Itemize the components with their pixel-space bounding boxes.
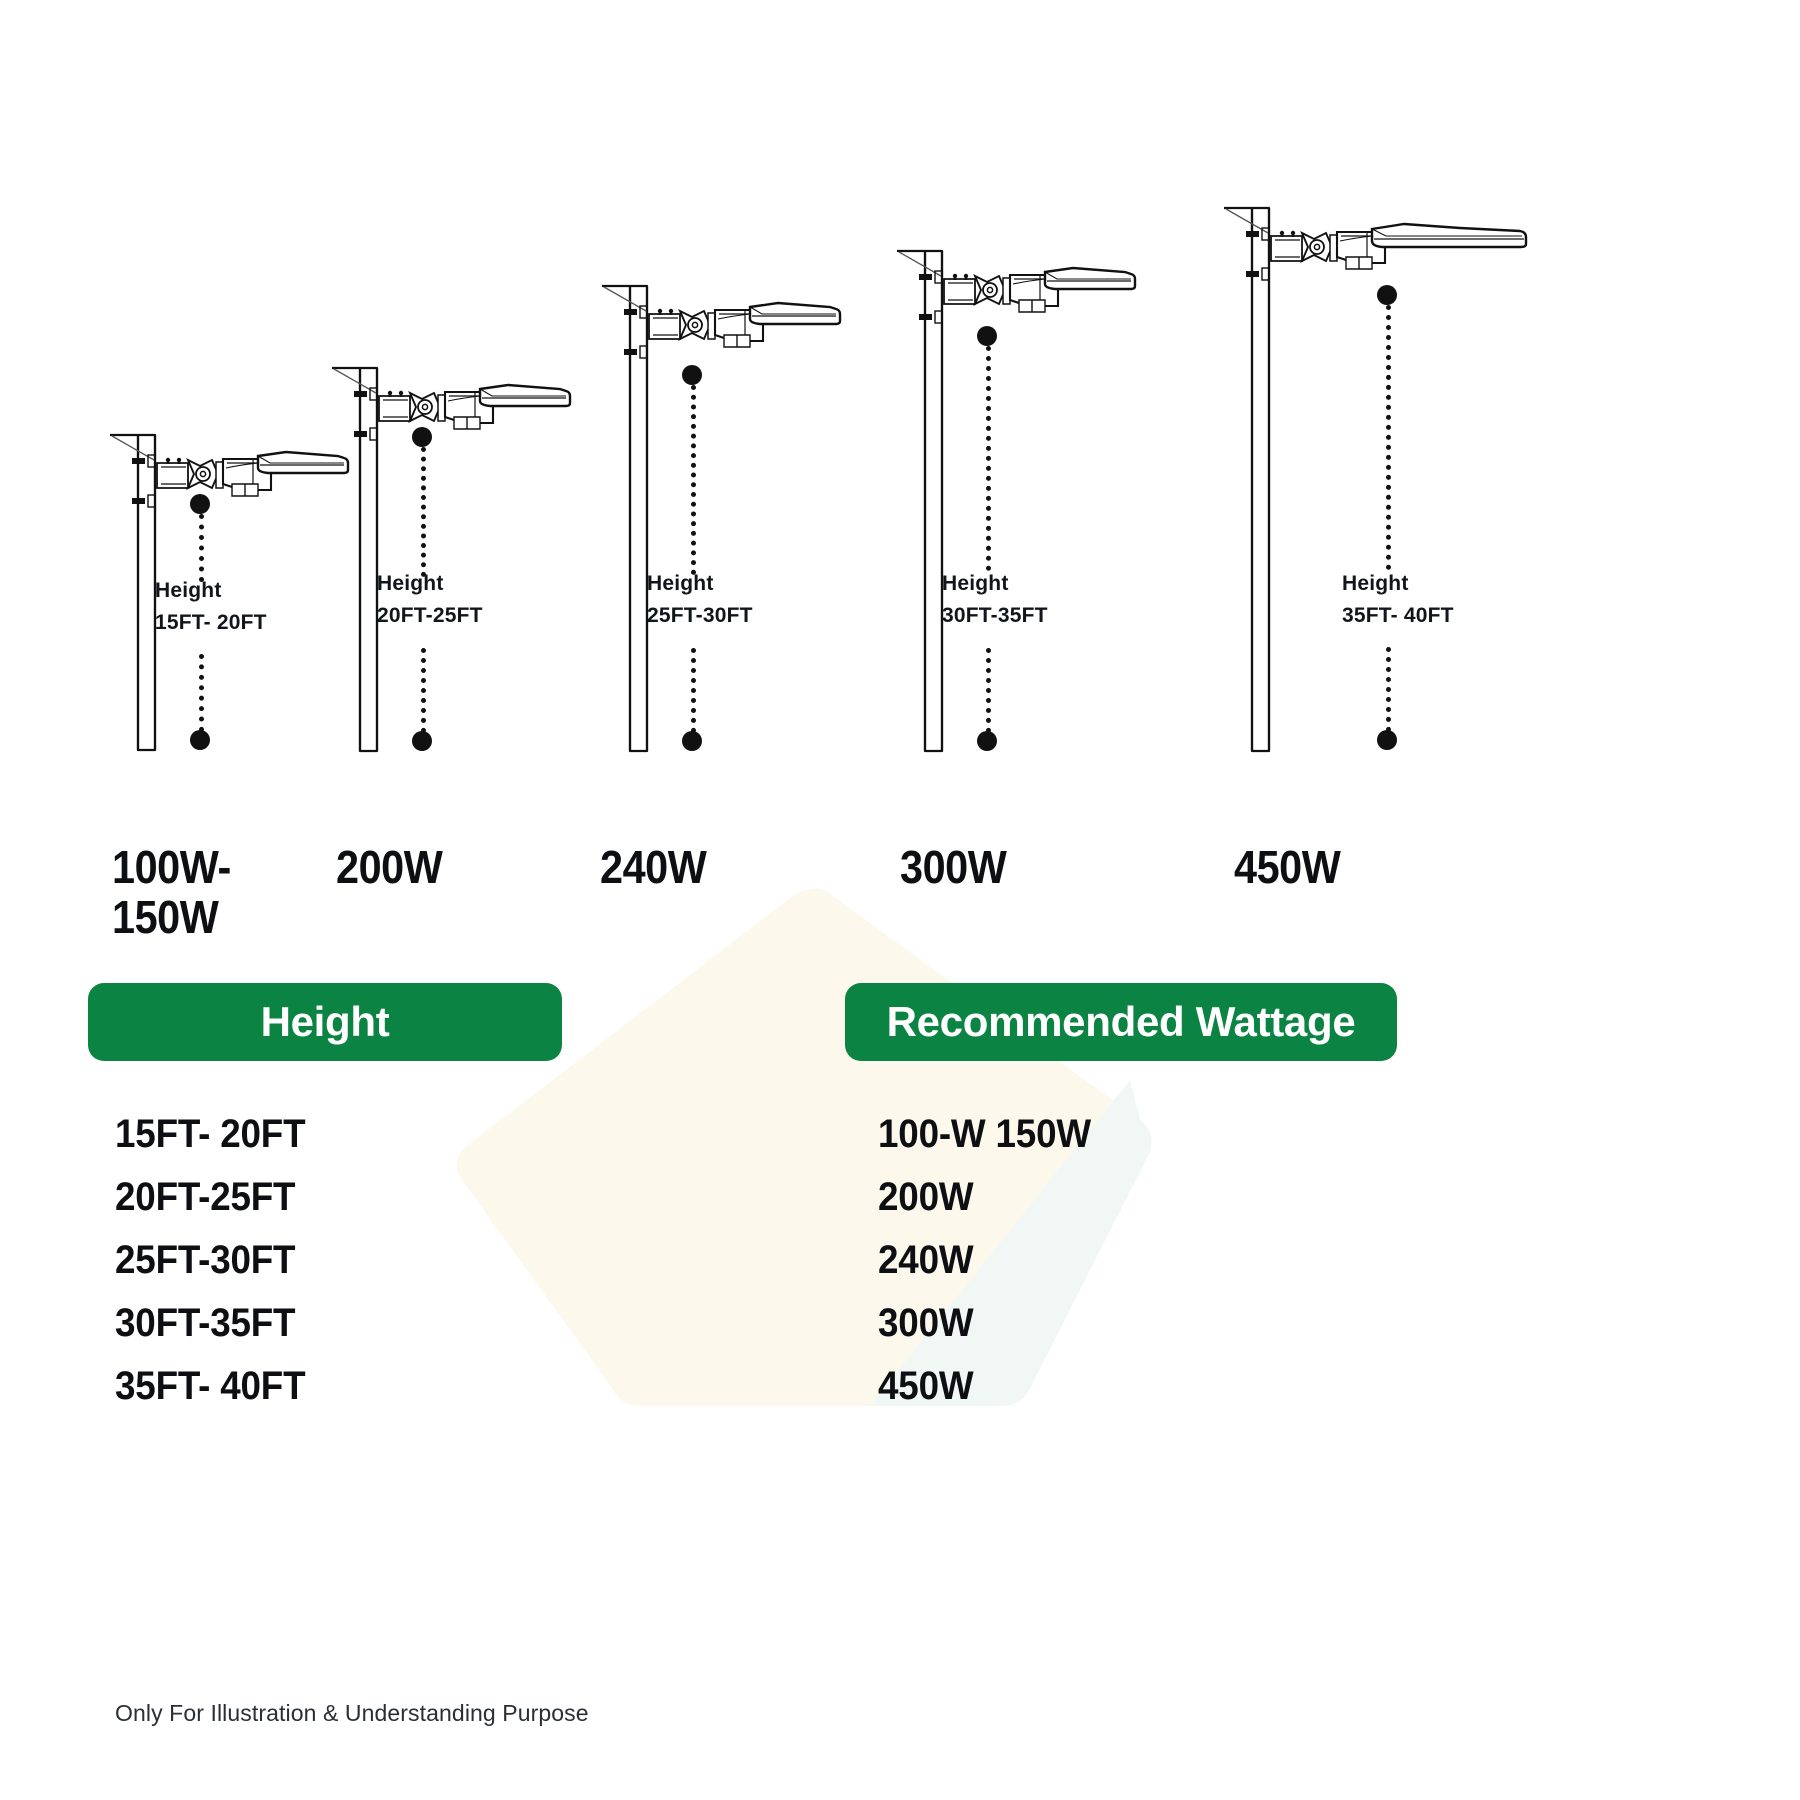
table-cell-height-3: 25FT-30FT — [115, 1238, 296, 1282]
height-dimension-line-lower-1 — [199, 654, 204, 732]
pole-height-range-2: 20FT-25FT — [377, 603, 483, 627]
height-dimension-line-upper-4 — [986, 346, 991, 571]
wattage-label-3: 240W — [600, 841, 707, 893]
table-header-height-label: Height — [260, 998, 390, 1045]
pole-height-title-5: Height — [1342, 572, 1409, 595]
height-dot-top-3 — [682, 365, 702, 385]
pole-column-4: Height 30FT-35FT — [895, 248, 1195, 753]
pole-height-label-4: Height 30FT-35FT — [942, 568, 1048, 631]
table-cell-wattage-4: 300W — [878, 1301, 974, 1345]
table-header-height: Height — [88, 983, 562, 1061]
wattage-label-1: 100W- 150W — [112, 841, 231, 943]
pole-fixture-drawing-3 — [602, 284, 842, 753]
height-dot-bottom-2 — [412, 731, 432, 751]
luminaire-head — [1012, 266, 1137, 291]
height-dimension-line-upper-3 — [691, 385, 696, 575]
pole-column-3: Height 25FT-30FT — [600, 283, 900, 753]
table-cell-wattage-1: 100-W 150W — [878, 1112, 1091, 1156]
height-dimension-line-upper-1 — [199, 514, 204, 582]
pole-fixture-drawing-1 — [110, 433, 350, 752]
height-dot-top-1 — [190, 494, 210, 514]
knuckle-joint — [408, 390, 442, 424]
wattage-label-2: 200W — [336, 841, 443, 893]
height-dimension-line-lower-3 — [691, 648, 696, 733]
height-dimension-line-upper-2 — [421, 447, 426, 577]
knuckle-joint — [186, 457, 220, 491]
pole-height-title-1: Height — [155, 579, 222, 602]
pole-height-label-5: Height 35FT- 40FT — [1342, 568, 1454, 631]
knuckle-joint — [678, 308, 712, 342]
pole-height-range-3: 25FT-30FT — [647, 603, 753, 627]
pole-height-range-1: 15FT- 20FT — [155, 610, 267, 634]
height-dot-bottom-3 — [682, 731, 702, 751]
pole-height-title-2: Height — [377, 572, 444, 595]
pole-column-2: Height 20FT-25FT — [330, 365, 630, 753]
footer-note: Only For Illustration & Understanding Pu… — [115, 1700, 589, 1726]
table-cell-height-4: 30FT-35FT — [115, 1301, 296, 1345]
pole-height-label-2: Height 20FT-25FT — [377, 568, 483, 631]
height-dot-bottom-4 — [977, 731, 997, 751]
table-cell-height-1: 15FT- 20FT — [115, 1112, 306, 1156]
wattage-label-5: 450W — [1234, 841, 1341, 893]
height-dot-top-2 — [412, 427, 432, 447]
table-cell-height-5: 35FT- 40FT — [115, 1364, 306, 1408]
knuckle-joint — [1300, 230, 1334, 264]
luminaire-head — [717, 301, 842, 326]
height-dot-top-5 — [1377, 285, 1397, 305]
height-dimension-line-lower-2 — [421, 648, 426, 733]
height-dimension-line-upper-5 — [1386, 305, 1391, 570]
pole-bolt — [132, 458, 145, 504]
table-cell-wattage-3: 240W — [878, 1238, 974, 1282]
pole-fixture-drawing-4 — [897, 249, 1137, 753]
height-dimension-line-lower-4 — [986, 648, 991, 733]
table-cell-height-2: 20FT-25FT — [115, 1175, 296, 1219]
wattage-label-4: 300W — [900, 841, 1007, 893]
pole-height-label-3: Height 25FT-30FT — [647, 568, 753, 631]
pole-height-title-3: Height — [647, 572, 714, 595]
height-dimension-line-lower-5 — [1386, 647, 1391, 732]
luminaire-head — [1339, 222, 1528, 249]
luminaire-head — [447, 383, 572, 408]
height-dot-top-4 — [977, 326, 997, 346]
pole-fixture-drawing-2 — [332, 366, 572, 753]
knuckle-joint — [973, 273, 1007, 307]
pole-column-5: Height 35FT- 40FT — [1222, 205, 1552, 753]
table-header-wattage-label: Recommended Wattage — [886, 998, 1356, 1045]
pole-column-1: Height 15FT- 20FT — [108, 432, 408, 752]
pole-height-label-1: Height 15FT- 20FT — [155, 575, 267, 638]
height-dot-bottom-5 — [1377, 730, 1397, 750]
height-dot-bottom-1 — [190, 730, 210, 750]
pole-height-title-4: Height — [942, 572, 1009, 595]
luminaire-head — [225, 450, 350, 475]
pole-height-range-5: 35FT- 40FT — [1342, 603, 1454, 627]
pole-fixture-drawing-5 — [1224, 206, 1528, 753]
table-cell-wattage-2: 200W — [878, 1175, 974, 1219]
table-cell-wattage-5: 450W — [878, 1364, 974, 1408]
pole-height-range-4: 30FT-35FT — [942, 603, 1048, 627]
table-header-wattage: Recommended Wattage — [845, 983, 1397, 1061]
